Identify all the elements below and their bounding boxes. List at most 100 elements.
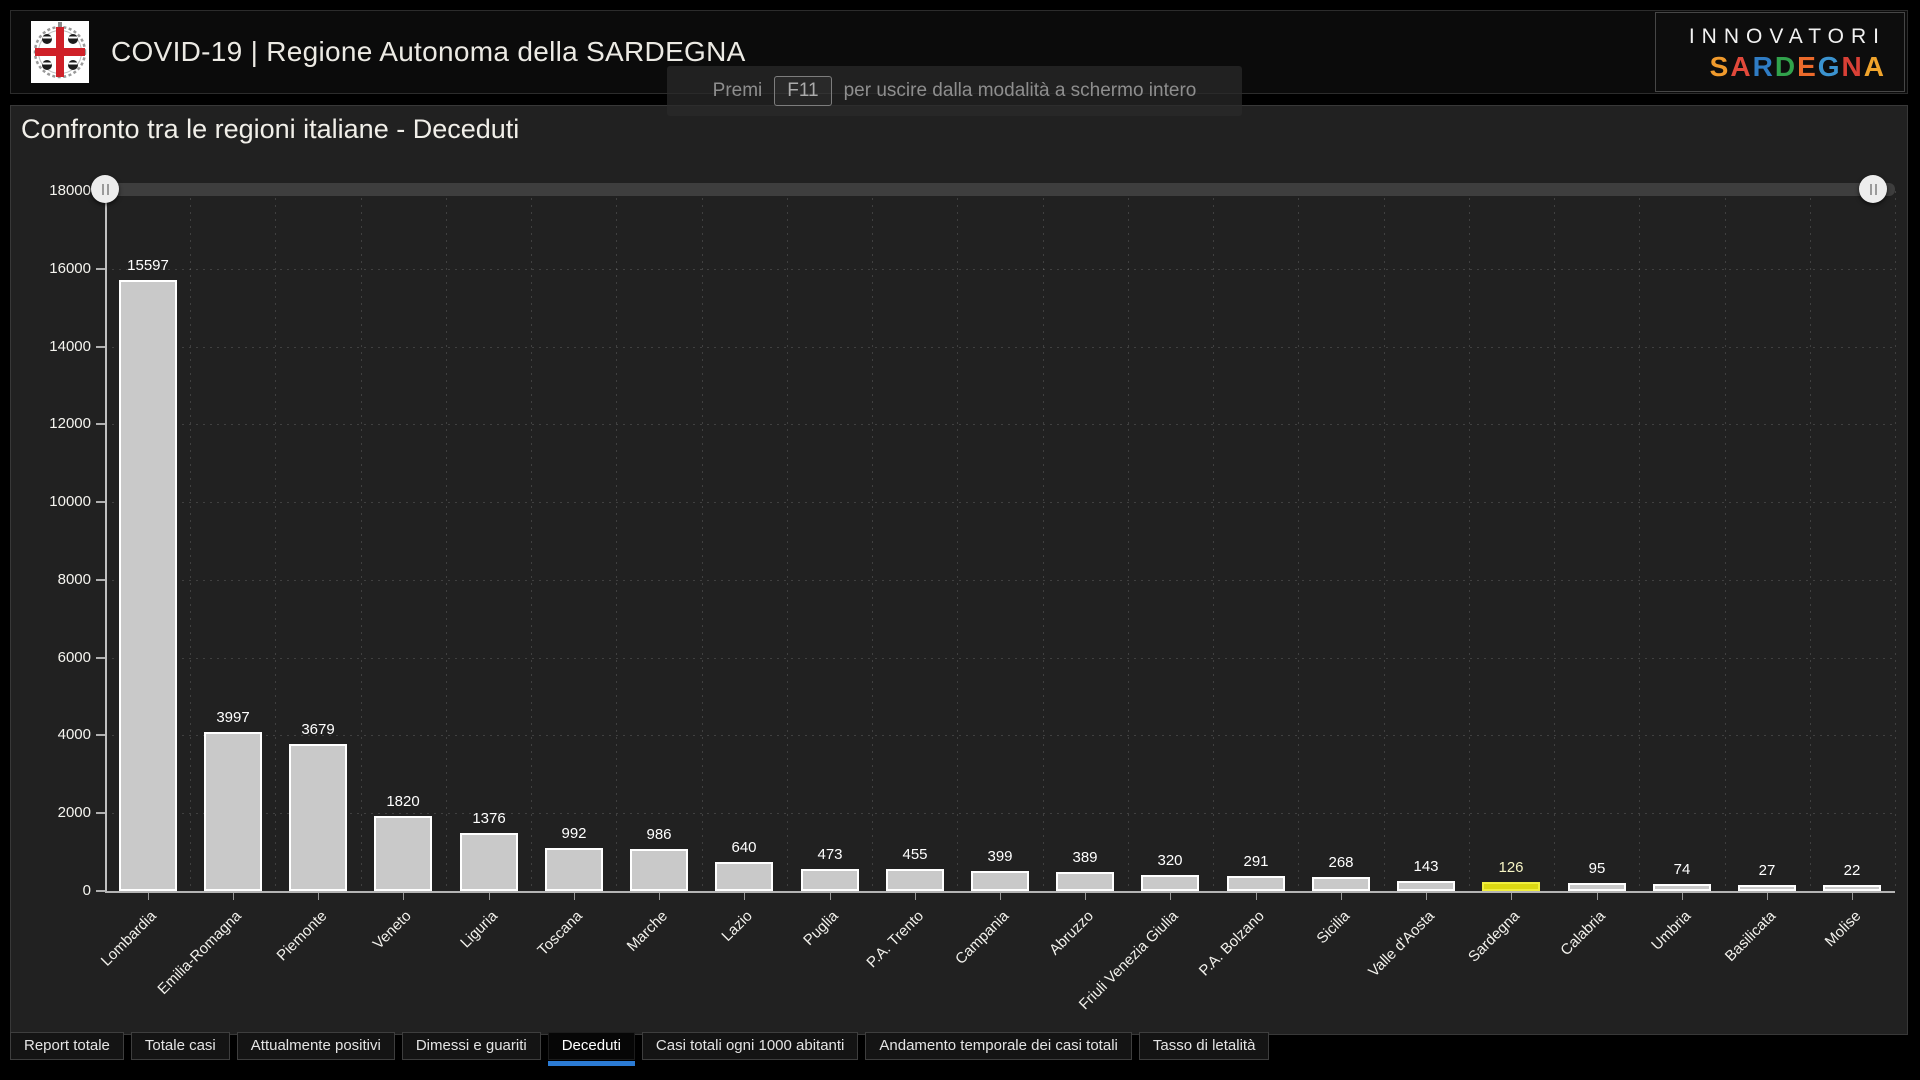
y-axis-label: 2000: [57, 804, 91, 822]
x-axis-label: Molise: [1821, 907, 1865, 951]
tab-andamento-temporale-dei-casi-totali[interactable]: Andamento temporale dei casi totali: [865, 1032, 1132, 1060]
x-axis-tick: [1767, 893, 1768, 900]
brand-letter: A: [1863, 51, 1886, 82]
bar-molise[interactable]: [1823, 885, 1881, 891]
x-axis-label: Toscana: [534, 907, 587, 960]
bar-abruzzo[interactable]: [1056, 872, 1114, 891]
x-axis-label: Umbria: [1647, 907, 1695, 954]
tab-report-totale[interactable]: Report totale: [10, 1032, 124, 1060]
toast-suffix: per uscire dalla modalità a schermo inte…: [843, 80, 1197, 101]
bar-value-label: 95: [1588, 860, 1606, 877]
x-axis-tick: [659, 893, 660, 900]
gridline-vertical: [1725, 191, 1726, 891]
chart-title: Confronto tra le regioni italiane - Dece…: [21, 114, 520, 144]
tab-attualmente-positivi[interactable]: Attualmente positivi: [236, 1032, 395, 1060]
tab-totale-casi[interactable]: Totale casi: [130, 1032, 230, 1060]
x-axis-tick: [1085, 893, 1086, 900]
bar-toscana[interactable]: [545, 848, 603, 891]
bar-value-label: 3997: [216, 709, 250, 726]
gridline-horizontal: [105, 579, 1895, 581]
x-axis-tick: [233, 893, 234, 900]
x-axis-line: [105, 891, 1895, 893]
bar-value-label: 473: [817, 846, 843, 863]
gridline-vertical: [531, 191, 532, 891]
header-bar: COVID-19 | Regione Autonoma della SARDEG…: [10, 10, 1908, 94]
bar-umbria[interactable]: [1653, 884, 1711, 891]
range-slider-handle-left[interactable]: [91, 175, 119, 203]
gridline-vertical: [1298, 191, 1299, 891]
y-axis-tick: [96, 423, 105, 426]
bar-value-label: 291: [1243, 853, 1269, 870]
bar-p-a-trento[interactable]: [886, 869, 944, 891]
bar-value-label: 126: [1498, 859, 1524, 876]
x-axis-label: Abruzzo: [1046, 907, 1098, 959]
tab-dimessi-e-guariti[interactable]: Dimessi e guariti: [401, 1032, 541, 1060]
y-axis-tick: [96, 890, 105, 892]
y-axis-tick: [96, 267, 105, 270]
range-slider-track[interactable]: [105, 183, 1895, 196]
gridline-vertical: [1384, 191, 1385, 891]
gridline-horizontal: [105, 502, 1895, 504]
bar-lombardia[interactable]: [119, 280, 177, 891]
x-axis-tick: [1170, 893, 1171, 900]
x-axis-tick: [403, 893, 404, 900]
gridline-vertical: [1043, 191, 1044, 891]
x-axis-tick: [1682, 893, 1683, 900]
y-axis-label: 0: [82, 882, 91, 899]
x-axis-label: Basilicata: [1721, 907, 1780, 965]
view-tabbar: Report totale Totale casi Attualmente posi…: [10, 1032, 1270, 1066]
bar-value-label: 3679: [301, 721, 335, 738]
bar-marche[interactable]: [630, 849, 688, 891]
gridline-horizontal: [105, 735, 1895, 737]
x-axis-label: Lombardia: [97, 907, 161, 970]
bar-value-label: 399: [987, 848, 1013, 865]
tab-casi-totali-ogni-1000-abitanti[interactable]: Casi totali ogni 1000 abitanti: [641, 1032, 859, 1060]
bar-friuli-venezia-giulia[interactable]: [1141, 875, 1199, 891]
brand-letter: E: [1797, 51, 1818, 82]
y-axis-tick: [96, 345, 105, 348]
y-axis-label: 10000: [49, 493, 91, 511]
tab-tasso-di-letalit-[interactable]: Tasso di letalità: [1138, 1032, 1270, 1060]
gridline-vertical: [1895, 191, 1896, 891]
range-slider-handle-right[interactable]: [1859, 175, 1887, 203]
x-axis-label: Valle d'Aosta: [1365, 907, 1439, 981]
bar-sardegna[interactable]: [1482, 882, 1540, 891]
bar-calabria[interactable]: [1568, 883, 1626, 891]
x-axis-label: Sardegna: [1464, 907, 1524, 966]
gridline-vertical: [1639, 191, 1640, 891]
bar-liguria[interactable]: [460, 833, 518, 891]
bar-value-label: 22: [1843, 862, 1861, 879]
app-title: COVID-19 | Regione Autonoma della SARDEG…: [111, 36, 746, 67]
brand-line1: INNOVATORI: [1688, 25, 1886, 48]
gridline-vertical: [275, 191, 276, 891]
y-axis-label: 18000: [49, 182, 91, 199]
tab-deceduti[interactable]: Deceduti: [547, 1032, 635, 1066]
bar-sicilia[interactable]: [1312, 877, 1370, 891]
gridline-horizontal: [105, 424, 1895, 426]
x-axis-label: Puglia: [800, 907, 843, 949]
bar-value-label: 389: [1072, 849, 1098, 866]
bar-lazio[interactable]: [715, 862, 773, 891]
bar-puglia[interactable]: [801, 869, 859, 891]
bar-emilia-romagna[interactable]: [204, 732, 262, 891]
bar-campania[interactable]: [971, 871, 1029, 891]
gridline-horizontal: [105, 346, 1895, 348]
bar-piemonte[interactable]: [289, 744, 347, 891]
y-axis-label: 14000: [49, 337, 91, 355]
gridline-vertical: [787, 191, 788, 891]
bar-valle-d-aosta[interactable]: [1397, 881, 1455, 891]
bar-veneto[interactable]: [374, 816, 432, 891]
x-axis-label: Marche: [623, 907, 672, 955]
bar-value-label: 268: [1328, 854, 1354, 871]
bar-value-label: 986: [646, 826, 672, 843]
brand-letter: D: [1774, 51, 1798, 82]
gridline-horizontal: [105, 813, 1895, 815]
y-axis-tick: [96, 812, 105, 815]
gridline-vertical: [446, 191, 447, 891]
x-axis-label: Emilia-Romagna: [154, 907, 246, 998]
x-axis-tick: [830, 893, 831, 900]
bar-p-a-bolzano[interactable]: [1227, 876, 1285, 891]
bar-basilicata[interactable]: [1738, 885, 1796, 891]
gridline-vertical: [1810, 191, 1811, 891]
y-axis-label: 4000: [57, 726, 91, 744]
